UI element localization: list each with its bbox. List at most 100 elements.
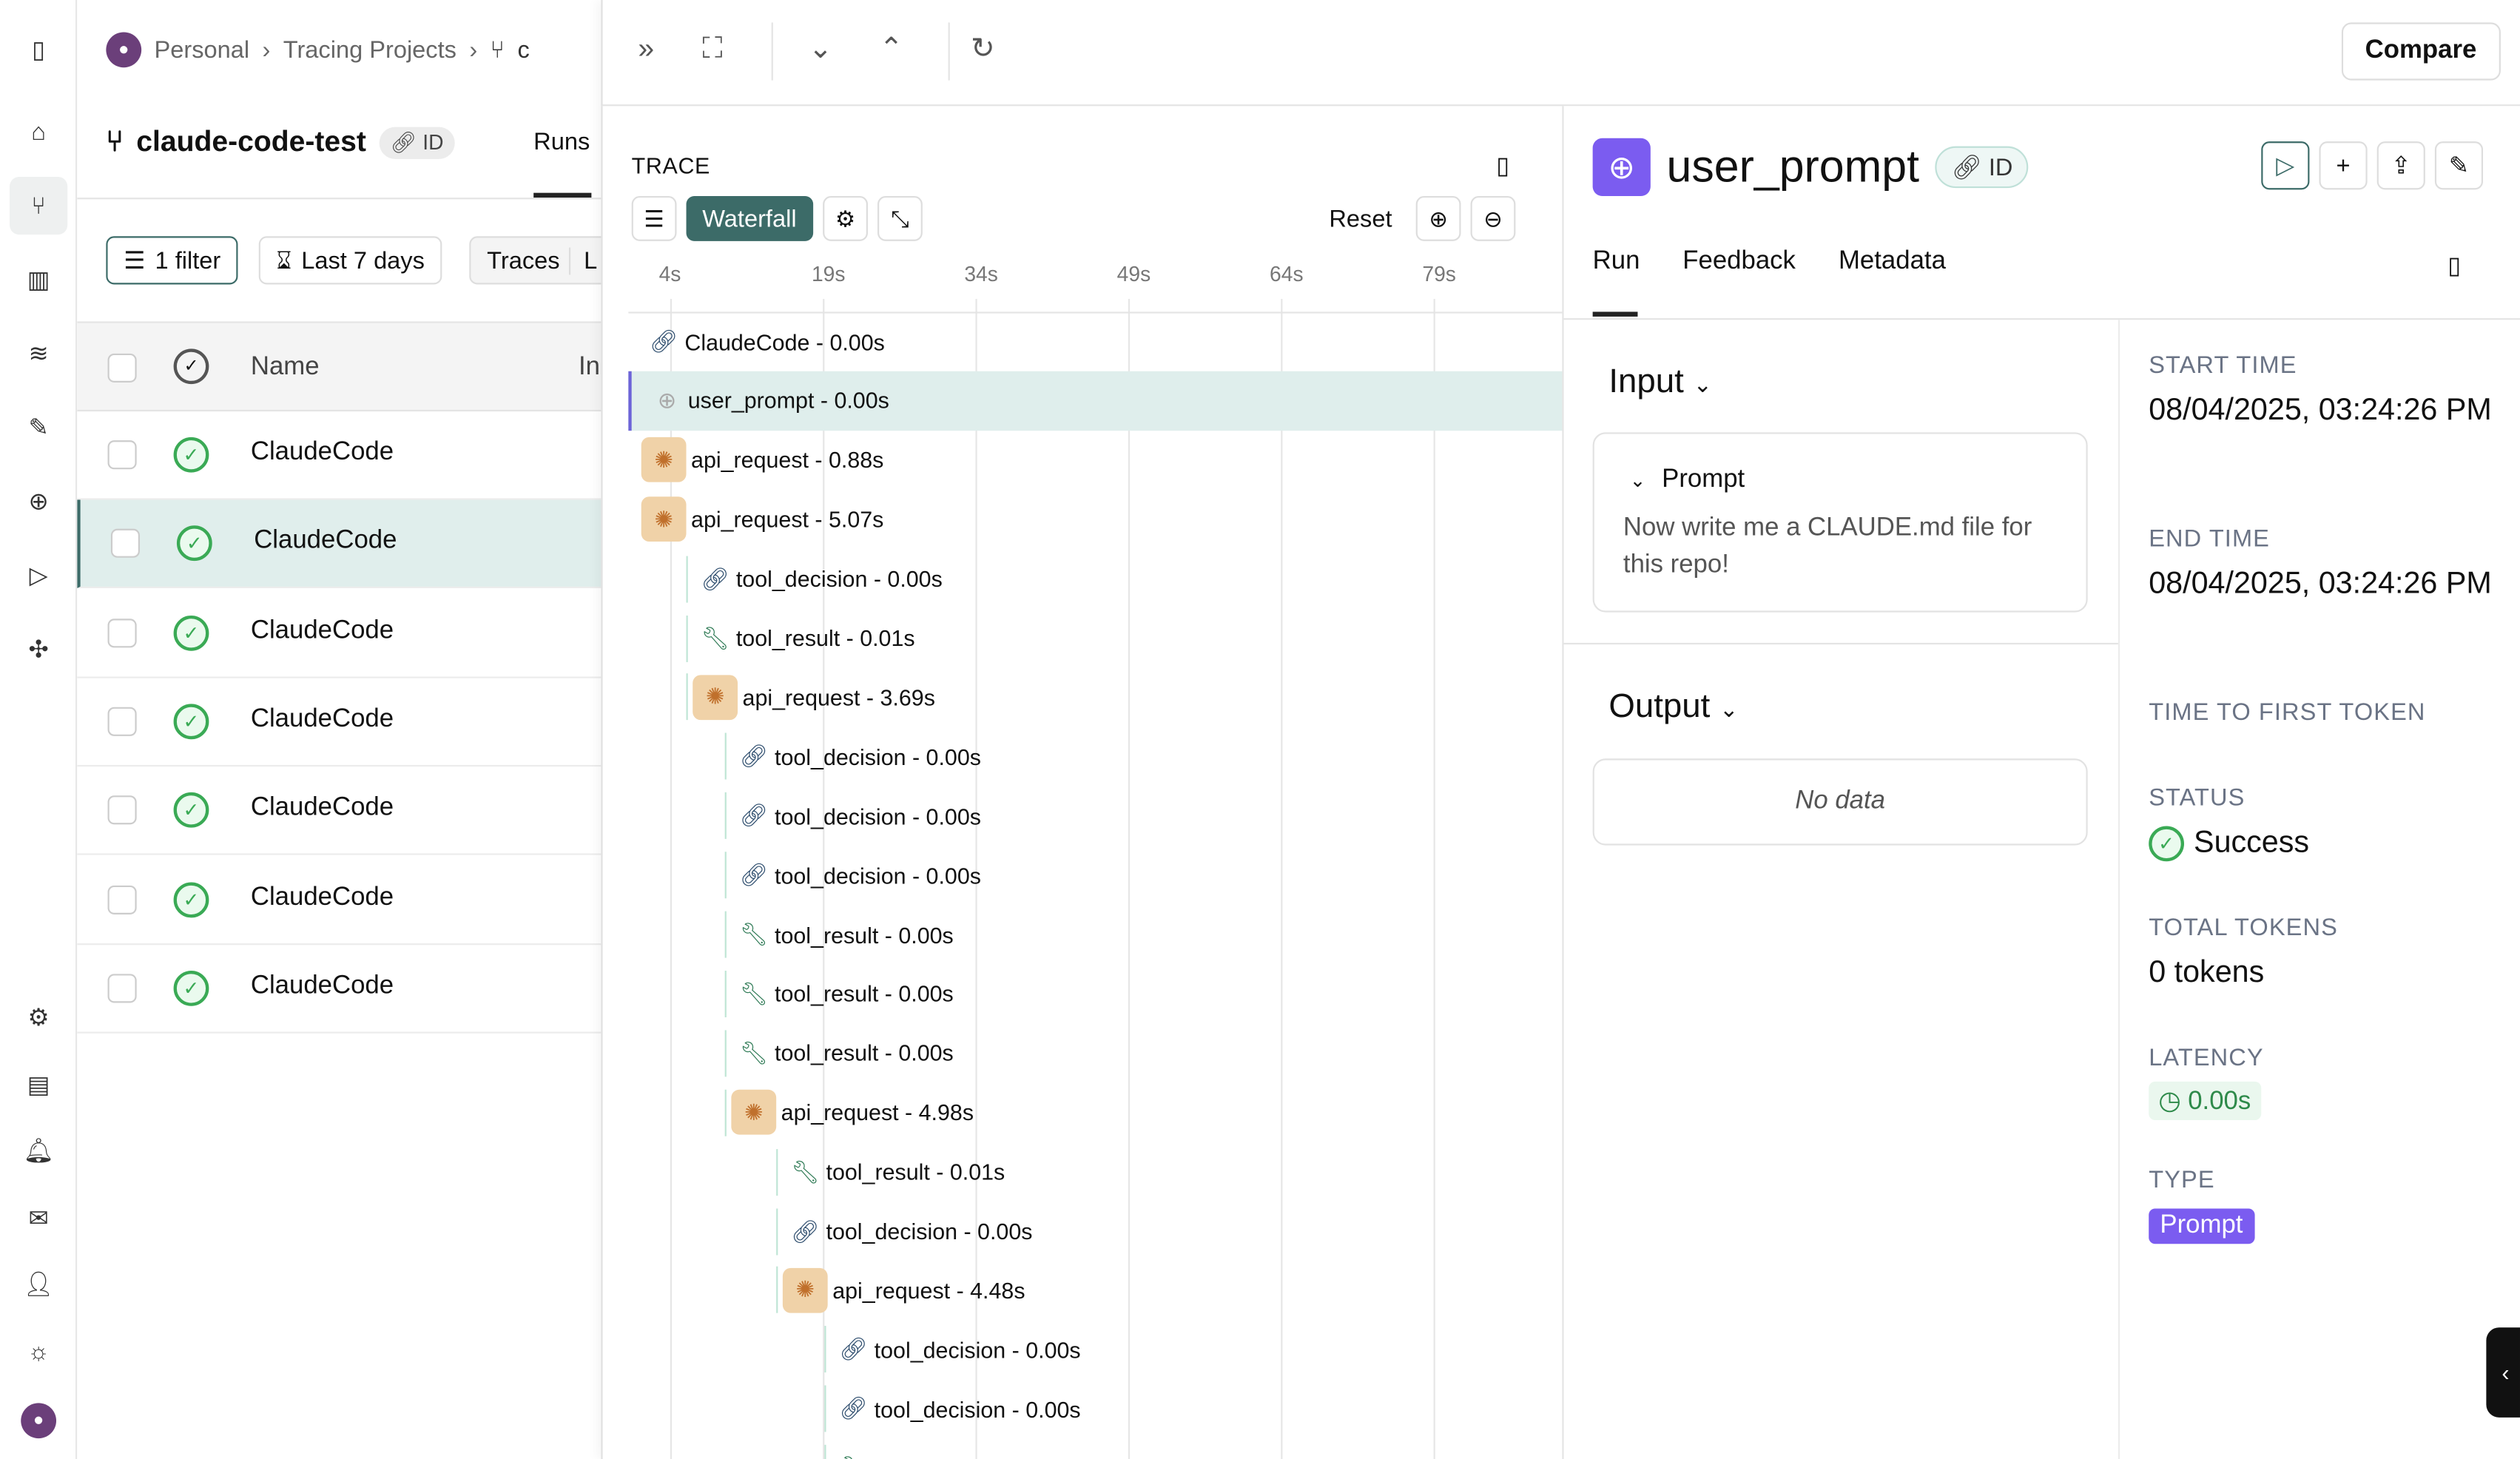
waterfall-toggle[interactable]: Waterfall bbox=[686, 196, 813, 241]
sidebar-toggle-icon[interactable]: ▯ bbox=[32, 36, 46, 64]
tab-runs[interactable]: Runs bbox=[533, 128, 590, 156]
compare-button[interactable]: Compare bbox=[2341, 22, 2501, 81]
annotate-icon[interactable]: ✎ bbox=[2434, 141, 2484, 190]
trace-row[interactable]: 🔗︎ ClaudeCode - 0.00s bbox=[628, 311, 1563, 371]
add-user-icon[interactable]: 👤︎ bbox=[23, 1271, 54, 1299]
run-name: ClaudeCode bbox=[250, 616, 394, 644]
trace-row[interactable]: 🔗︎ tool_decision - 0.00s bbox=[628, 1320, 1563, 1379]
add-to-dataset-icon[interactable]: + bbox=[2319, 141, 2368, 190]
prompts-icon[interactable]: ⊕ bbox=[28, 488, 49, 516]
theme-icon[interactable]: ☼ bbox=[27, 1338, 50, 1366]
trace-row[interactable]: ✺ api_request - 0.88s bbox=[628, 431, 1563, 490]
trace-row[interactable]: 🔗︎ tool_decision - 0.00s bbox=[628, 786, 1563, 846]
column-input[interactable]: In bbox=[578, 353, 600, 381]
latency-badge: ◷ 0.00s bbox=[2149, 1081, 2261, 1121]
trace-row[interactable]: 🔗︎ tool_decision - 0.00s bbox=[628, 1379, 1563, 1438]
panel-toggle-icon[interactable]: ▯ bbox=[1496, 152, 1510, 181]
trace-row[interactable]: 🔧︎tool_result - 0.00s bbox=[628, 1438, 1563, 1459]
success-icon: ✓ bbox=[173, 615, 209, 650]
trace-row[interactable]: ✺ api_request - 4.98s bbox=[628, 1082, 1563, 1142]
alerts-icon[interactable]: 🔔︎ bbox=[23, 1137, 54, 1165]
view-llm-label[interactable]: L bbox=[569, 246, 597, 274]
select-all-checkbox[interactable] bbox=[107, 353, 137, 383]
row-checkbox[interactable] bbox=[107, 973, 137, 1003]
trace-row[interactable]: 🔧︎tool_result - 0.00s bbox=[628, 964, 1563, 1023]
share-icon[interactable]: ⇪ bbox=[2376, 141, 2425, 190]
column-name[interactable]: Name bbox=[250, 353, 320, 381]
trace-row[interactable]: 🔗︎ tool_decision - 0.00s bbox=[628, 549, 1563, 608]
annotation-icon[interactable]: ✎ bbox=[28, 414, 49, 442]
run-name: ClaudeCode bbox=[250, 794, 394, 822]
table-row[interactable]: ✓ ClaudeCode bbox=[77, 500, 602, 589]
llm-icon: ✺ bbox=[782, 1267, 828, 1313]
panel-toggle-icon[interactable]: ▯ bbox=[2447, 252, 2462, 280]
settings-icon[interactable]: ⚙ bbox=[823, 196, 868, 241]
trace-row[interactable]: 🔧︎ tool_result - 0.01s bbox=[628, 608, 1563, 667]
trace-row[interactable]: 🔗︎ tool_decision - 0.00s bbox=[628, 846, 1563, 905]
filter-icon: ☰ bbox=[124, 247, 146, 275]
chevron-right-icon: › bbox=[469, 36, 478, 64]
table-row[interactable]: ✓ ClaudeCode bbox=[77, 589, 602, 678]
row-checkbox[interactable] bbox=[110, 529, 140, 559]
breadcrumb-project[interactable]: c bbox=[517, 36, 530, 64]
row-checkbox[interactable] bbox=[107, 707, 137, 736]
breadcrumb-personal[interactable]: Personal bbox=[154, 36, 250, 64]
fullscreen-icon[interactable]: ⛶ bbox=[702, 32, 723, 64]
trace-row[interactable]: ✺ api_request - 5.07s bbox=[628, 490, 1563, 549]
home-icon[interactable]: ⌂ bbox=[31, 118, 46, 146]
row-checkbox[interactable] bbox=[107, 440, 137, 470]
refresh-icon[interactable]: ↻ bbox=[971, 32, 995, 64]
prompt-toggle[interactable]: ⌄ Prompt bbox=[1629, 465, 1745, 493]
view-traces-button[interactable]: Traces L bbox=[469, 236, 602, 285]
copy-run-id-button[interactable]: 🔗︎ ID bbox=[1935, 146, 2029, 189]
trace-row[interactable]: 🔧︎tool_result - 0.00s bbox=[628, 905, 1563, 964]
output-section-toggle[interactable]: Output ⌄ bbox=[1608, 687, 1739, 725]
playground-icon[interactable]: ▷ bbox=[2261, 141, 2310, 190]
tab-feedback[interactable]: Feedback bbox=[1682, 247, 1796, 275]
table-row[interactable]: ✓ ClaudeCode bbox=[77, 856, 602, 945]
success-icon: ✓ bbox=[173, 704, 209, 739]
collapse-sidebar-handle[interactable]: ‹ bbox=[2486, 1327, 2520, 1418]
trace-row[interactable]: 🔗︎ tool_decision - 0.00s bbox=[628, 727, 1563, 786]
tree-connector bbox=[724, 1029, 727, 1076]
zoom-in-icon[interactable]: ⊕ bbox=[1415, 196, 1461, 241]
input-section-toggle[interactable]: Input ⌄ bbox=[1608, 363, 1713, 400]
deployments-icon[interactable]: ✣ bbox=[28, 636, 49, 664]
trace-row[interactable]: 🔧︎tool_result - 0.00s bbox=[628, 1023, 1563, 1082]
trace-row[interactable]: ✺ api_request - 3.69s bbox=[628, 667, 1563, 727]
filter-button[interactable]: ☰ 1 filter bbox=[106, 236, 239, 285]
settings-icon[interactable]: ⚙ bbox=[27, 1004, 50, 1032]
user-avatar-icon[interactable]: ● bbox=[19, 1401, 58, 1440]
docs-icon[interactable]: ▤ bbox=[27, 1071, 50, 1099]
table-row[interactable]: ✓ ClaudeCode bbox=[77, 945, 602, 1034]
row-checkbox[interactable] bbox=[107, 884, 137, 914]
row-checkbox[interactable] bbox=[107, 618, 137, 647]
trace-row[interactable]: 🔗︎ tool_decision - 0.00s bbox=[628, 1202, 1563, 1261]
previous-run-icon[interactable]: ⌃ bbox=[879, 32, 903, 64]
breadcrumb-tracing-projects[interactable]: Tracing Projects bbox=[283, 36, 457, 64]
next-run-icon[interactable]: ⌄ bbox=[808, 32, 833, 64]
tracing-icon[interactable]: ⑂ bbox=[10, 176, 68, 235]
filter-icon[interactable]: ☰ bbox=[631, 196, 677, 241]
collapse-icon[interactable]: ⤡ bbox=[877, 196, 923, 241]
datasets-icon[interactable]: ≋ bbox=[28, 340, 49, 368]
tab-metadata[interactable]: Metadata bbox=[1838, 247, 1946, 275]
dashboard-icon[interactable]: ▥ bbox=[27, 266, 50, 294]
playground-icon[interactable]: ▷ bbox=[29, 562, 48, 590]
row-checkbox[interactable] bbox=[107, 795, 137, 825]
zoom-out-icon[interactable]: ⊖ bbox=[1470, 196, 1516, 241]
table-row[interactable]: ✓ ClaudeCode bbox=[77, 678, 602, 766]
expand-panel-icon[interactable]: » bbox=[638, 32, 655, 64]
table-row[interactable]: ✓ ClaudeCode bbox=[77, 767, 602, 856]
tab-run[interactable]: Run bbox=[1592, 247, 1640, 275]
mail-icon[interactable]: ✉ bbox=[28, 1205, 49, 1233]
reset-zoom-button[interactable]: Reset bbox=[1329, 206, 1392, 233]
table-header: ✓ Name In bbox=[77, 321, 602, 412]
copy-id-button[interactable]: 🔗︎ ID bbox=[379, 126, 455, 158]
type-badge: Prompt bbox=[2149, 1208, 2254, 1244]
trace-row[interactable]: 🔧︎ tool_result - 0.01s bbox=[628, 1142, 1563, 1202]
trace-row[interactable]: ⊕ user_prompt - 0.00s bbox=[628, 371, 1564, 431]
table-row[interactable]: ✓ ClaudeCode bbox=[77, 411, 602, 500]
date-range-button[interactable]: ⌛︎ Last 7 days bbox=[258, 236, 442, 285]
trace-row[interactable]: ✺ api_request - 4.48s bbox=[628, 1261, 1563, 1320]
